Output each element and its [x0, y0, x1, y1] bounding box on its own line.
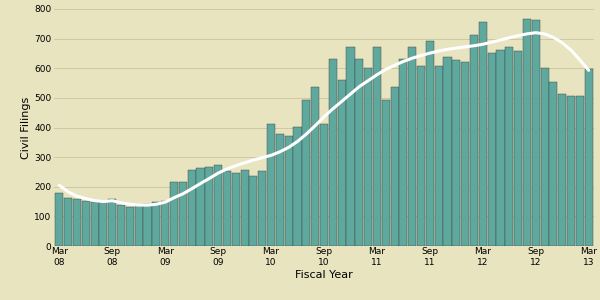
Bar	[408, 47, 416, 246]
Bar	[505, 47, 514, 246]
Bar	[250, 176, 257, 246]
Bar	[426, 41, 434, 246]
Bar	[434, 66, 443, 246]
Bar	[338, 80, 346, 246]
Bar	[532, 20, 540, 246]
Bar	[584, 69, 593, 246]
Bar	[55, 193, 64, 246]
Bar	[152, 202, 160, 246]
Bar	[82, 201, 90, 246]
Bar	[364, 68, 372, 246]
Bar	[346, 47, 355, 246]
Bar	[276, 134, 284, 246]
Bar	[470, 35, 478, 246]
Bar	[267, 124, 275, 246]
Bar	[417, 66, 425, 246]
Bar	[134, 206, 143, 246]
Bar	[496, 50, 505, 246]
Bar	[514, 51, 522, 246]
Bar	[302, 100, 310, 246]
Y-axis label: Civil Filings: Civil Filings	[21, 96, 31, 159]
Bar	[214, 165, 222, 246]
Bar	[329, 59, 337, 246]
Bar	[488, 53, 496, 246]
Bar	[223, 171, 231, 246]
Bar	[161, 201, 169, 246]
Bar	[196, 168, 205, 246]
Bar	[391, 87, 398, 246]
Bar	[382, 100, 390, 246]
Bar	[373, 47, 381, 246]
Bar	[461, 62, 469, 246]
Bar	[64, 198, 72, 246]
Bar	[188, 170, 196, 246]
Bar	[541, 68, 548, 246]
Bar	[73, 200, 81, 246]
Bar	[550, 82, 557, 246]
Bar	[258, 171, 266, 246]
X-axis label: Fiscal Year: Fiscal Year	[295, 270, 353, 280]
Bar	[576, 96, 584, 246]
Bar	[205, 167, 214, 246]
Bar	[170, 182, 178, 246]
Bar	[293, 127, 302, 246]
Bar	[143, 204, 152, 246]
Bar	[355, 59, 364, 246]
Bar	[241, 170, 248, 246]
Bar	[108, 200, 116, 246]
Bar	[479, 22, 487, 246]
Bar	[567, 96, 575, 246]
Bar	[91, 202, 98, 246]
Bar	[117, 206, 125, 246]
Bar	[284, 136, 293, 246]
Bar	[311, 87, 319, 246]
Bar	[232, 173, 240, 246]
Bar	[126, 207, 134, 246]
Bar	[558, 94, 566, 246]
Bar	[179, 182, 187, 246]
Bar	[400, 59, 407, 246]
Bar	[443, 57, 452, 246]
Bar	[100, 202, 107, 246]
Bar	[523, 19, 531, 246]
Bar	[320, 124, 328, 246]
Bar	[452, 60, 460, 246]
